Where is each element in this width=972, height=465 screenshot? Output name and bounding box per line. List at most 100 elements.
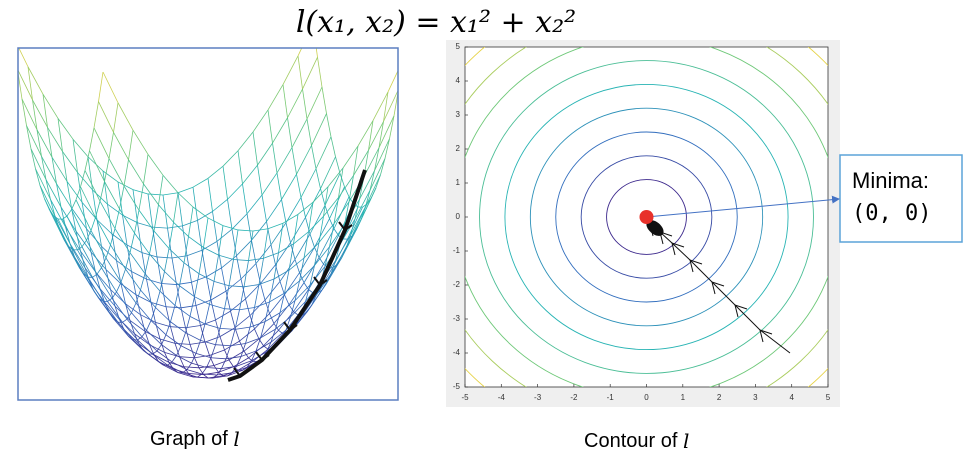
mesh-line	[94, 128, 109, 159]
y-tick-label: 1	[456, 178, 461, 187]
mesh-line	[181, 346, 196, 354]
mesh-line	[162, 284, 177, 285]
mesh-line	[187, 250, 202, 256]
mesh-line	[247, 195, 262, 214]
title: l(x₁, x₂) = x₁² + x₂²	[296, 5, 576, 40]
mesh-line	[178, 187, 193, 193]
x-tick-label: -5	[461, 393, 469, 402]
mesh-line	[399, 60, 404, 90]
mesh-line	[201, 326, 206, 343]
mesh-line	[229, 360, 234, 367]
mesh-line	[220, 309, 225, 329]
mesh-line	[172, 356, 177, 362]
mesh-line	[192, 277, 207, 283]
mesh-line	[285, 295, 290, 305]
mesh-line	[141, 315, 156, 323]
x-tick-label: 0	[644, 393, 649, 402]
mesh-line	[277, 148, 292, 173]
caption-text: Contour of	[584, 430, 678, 452]
mesh-line	[228, 199, 233, 229]
mesh-line	[268, 223, 283, 229]
mesh-line	[115, 229, 130, 253]
mesh-line	[121, 269, 126, 282]
y-tick-label: 2	[456, 144, 461, 153]
mesh-line	[264, 229, 269, 259]
mesh-line	[249, 258, 264, 260]
mesh-line	[297, 146, 312, 175]
mesh-line	[166, 307, 171, 327]
mesh-line	[223, 226, 238, 230]
mesh-line	[184, 263, 199, 274]
mesh-line	[259, 279, 274, 285]
mesh-line	[31, 149, 36, 169]
mesh-line	[147, 279, 152, 302]
mesh-line	[286, 197, 301, 222]
mesh-line	[178, 193, 183, 226]
mesh-line	[163, 175, 178, 193]
mesh-line	[268, 85, 283, 110]
y-tick-label: 3	[456, 110, 461, 119]
mesh-line	[193, 207, 208, 218]
mesh-line	[240, 308, 255, 310]
mesh-line	[310, 234, 315, 247]
mesh-line	[217, 229, 232, 241]
mesh-line	[307, 87, 322, 119]
mesh-line	[307, 119, 312, 146]
mesh-line	[13, 36, 28, 67]
mesh-line	[336, 157, 341, 174]
mesh-line	[283, 56, 298, 85]
mesh-line	[144, 154, 149, 184]
mesh-line	[321, 157, 336, 189]
mesh-line	[253, 132, 258, 165]
y-tick-label: -4	[453, 348, 461, 357]
mesh-line	[298, 202, 313, 214]
mesh-line	[270, 279, 275, 302]
mesh-line	[258, 165, 263, 195]
mesh-line	[237, 256, 242, 279]
mesh-line	[327, 274, 332, 284]
mesh-line	[267, 200, 282, 222]
mesh-line	[181, 308, 186, 328]
mesh-line	[67, 181, 82, 202]
x-tick-label: -2	[570, 393, 578, 402]
contour-caption: Contour of l	[584, 429, 689, 453]
mesh-line	[282, 200, 287, 223]
x-tick-label: 4	[789, 393, 794, 402]
x-tick-label: -4	[498, 393, 506, 402]
mesh-line	[292, 119, 307, 148]
mesh-line	[226, 291, 231, 311]
mesh-line	[195, 274, 200, 297]
mesh-line	[240, 341, 245, 351]
mesh-line	[105, 182, 120, 209]
x-tick-label: 5	[826, 393, 831, 402]
mesh-line	[235, 316, 250, 328]
mesh-line	[318, 57, 323, 87]
y-tick-label: -5	[453, 382, 461, 391]
x-tick-label: -1	[607, 393, 615, 402]
mesh-line	[288, 118, 293, 148]
mesh-line	[187, 363, 192, 369]
mesh-line	[255, 285, 260, 308]
mesh-line	[238, 230, 253, 231]
y-tick-label: 4	[456, 76, 461, 85]
mesh-line	[247, 214, 252, 241]
mesh-line	[241, 264, 256, 279]
mesh-line	[291, 217, 306, 242]
mesh-line	[27, 126, 32, 149]
mesh-line	[258, 143, 273, 165]
graph-caption: Graph of l	[150, 427, 240, 451]
mesh-line	[210, 356, 215, 366]
mesh-line	[177, 282, 192, 284]
mesh-line	[253, 110, 268, 132]
mesh-line	[123, 215, 138, 223]
mesh-line	[370, 171, 375, 191]
mesh-line	[286, 223, 291, 243]
y-tick-label: -3	[453, 314, 461, 323]
mesh-line	[118, 103, 133, 130]
mesh-line	[63, 152, 68, 182]
mesh-line	[180, 263, 185, 286]
mesh-line	[130, 233, 135, 253]
surface-mesh	[13, 24, 403, 380]
mesh-line	[198, 377, 213, 378]
mesh-line	[129, 130, 134, 160]
